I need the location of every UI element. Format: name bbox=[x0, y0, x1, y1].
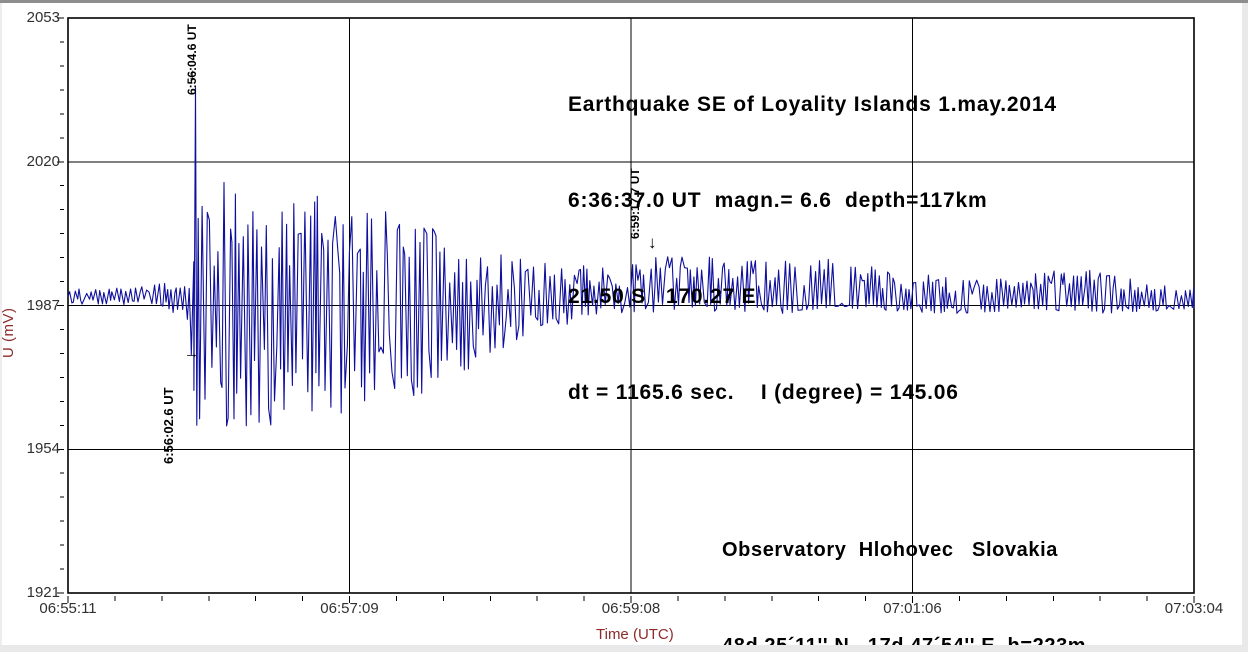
station-info-block: Observatory Hlohovec Slovakia 48d.25´11'… bbox=[722, 470, 1086, 652]
window-right-edge bbox=[1242, 3, 1248, 652]
x-tick-label: 06:59:08 bbox=[601, 600, 661, 617]
x-axis-title: Time (UTC) bbox=[596, 626, 674, 643]
y-tick-label: 1921 bbox=[26, 584, 60, 601]
window-left-edge bbox=[0, 3, 2, 645]
y-tick-label: 1954 bbox=[26, 440, 60, 458]
event-coords-line: 21.50 S 170.27 E bbox=[568, 285, 757, 308]
y-tick-label: 1987 bbox=[26, 296, 60, 314]
down-arrow-icon: ↓ bbox=[648, 233, 657, 252]
annotation-s-phase-time: 6:59:17.7 UT bbox=[628, 168, 642, 239]
station-name-line: Observatory Hlohovec Slovakia bbox=[722, 539, 1058, 561]
window-bottom-edge bbox=[0, 645, 1242, 652]
event-title-line: Earthquake SE of Loyality Islands 1.may.… bbox=[568, 93, 1057, 116]
y-tick-label: 2053 bbox=[26, 9, 60, 26]
annotation-p-onset-time: 6:56:02.6 UT bbox=[161, 387, 176, 464]
annotation-p-peak-time: 6:56:04.6 UT bbox=[185, 24, 199, 95]
right-arrow-icon: → bbox=[184, 345, 199, 362]
y-axis-title: U (mV) bbox=[0, 307, 17, 359]
x-tick-label: 06:57:09 bbox=[320, 600, 379, 617]
event-info-block: Earthquake SE of Loyality Islands 1.may.… bbox=[568, 25, 1057, 473]
event-origin-line: 6:36:37.0 UT magn.= 6.6 depth=117km bbox=[568, 189, 988, 212]
window-top-edge bbox=[0, 0, 1248, 3]
event-delay-line: dt = 1165.6 sec. I (degree) = 145.06 bbox=[568, 381, 959, 404]
x-tick-label: 07:03:04 bbox=[1164, 600, 1224, 617]
down-arrow-icon: ↓ bbox=[188, 65, 197, 84]
y-tick-label: 2020 bbox=[26, 152, 60, 170]
x-tick-label: 06:55:11 bbox=[39, 600, 97, 617]
x-tick-label: 07:01:06 bbox=[883, 600, 942, 617]
